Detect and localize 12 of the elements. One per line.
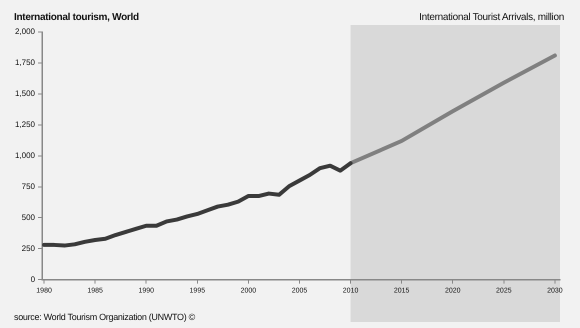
chart-title: International tourism, World [14, 12, 139, 23]
y-axis-title: International Tourist Arrivals, million [419, 12, 564, 23]
y-tick-label: 1,250 [14, 120, 36, 130]
source-note: source: World Tourism Organization (UNWTO) © [14, 312, 195, 322]
y-tick-label: 250 [22, 244, 36, 253]
y-tick-label: 2,000 [14, 27, 36, 36]
y-tick-label: 0 [30, 274, 36, 284]
y-tick-label: 1,000 [14, 151, 36, 160]
y-tick-label: 750 [22, 182, 36, 191]
y-tick-label: 1,500 [14, 89, 36, 98]
y-tick-label: 500 [22, 212, 36, 222]
y-tick-label: 1,750 [14, 58, 36, 68]
